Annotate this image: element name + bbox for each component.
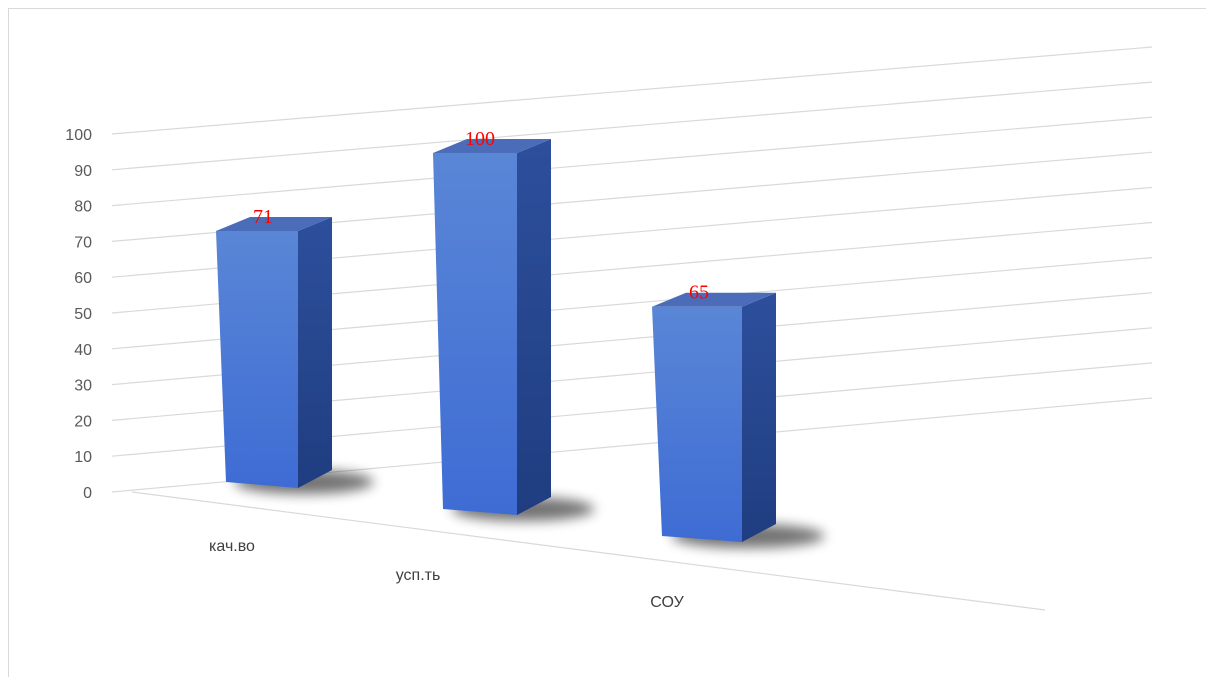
category-label: СОУ xyxy=(650,594,684,611)
data-label: 65 xyxy=(689,282,709,304)
y-tick-label: 50 xyxy=(74,306,92,323)
y-tick-label: 70 xyxy=(74,234,92,251)
floor-edge xyxy=(131,491,1046,611)
y-tick-label: 90 xyxy=(74,163,92,180)
y-tick-label: 60 xyxy=(74,270,92,287)
bar-side xyxy=(298,216,332,489)
y-tick-label: 0 xyxy=(83,485,92,502)
bar-side xyxy=(517,139,551,515)
gridline xyxy=(111,116,1153,207)
category-label: кач.во xyxy=(209,538,255,555)
y-tick-label: 10 xyxy=(74,449,92,466)
category-label: усп.ть xyxy=(396,567,441,584)
bar-top xyxy=(216,216,332,231)
y-tick-label: 80 xyxy=(74,199,92,216)
bar-top xyxy=(433,139,551,153)
chart-frame xyxy=(8,8,1206,677)
y-tick-label: 40 xyxy=(74,342,92,359)
bar-top xyxy=(652,292,776,307)
gridline xyxy=(111,46,1153,135)
gridline xyxy=(111,81,1153,171)
data-label: 71 xyxy=(253,206,273,228)
bar-front xyxy=(652,306,742,542)
y-tick-label: 100 xyxy=(65,127,92,144)
y-tick-label: 30 xyxy=(74,378,92,395)
bar-front xyxy=(216,230,298,489)
y-tick-label: 20 xyxy=(74,413,92,430)
data-label: 100 xyxy=(465,128,495,150)
bar-side xyxy=(742,292,776,542)
bar-front xyxy=(433,153,517,515)
